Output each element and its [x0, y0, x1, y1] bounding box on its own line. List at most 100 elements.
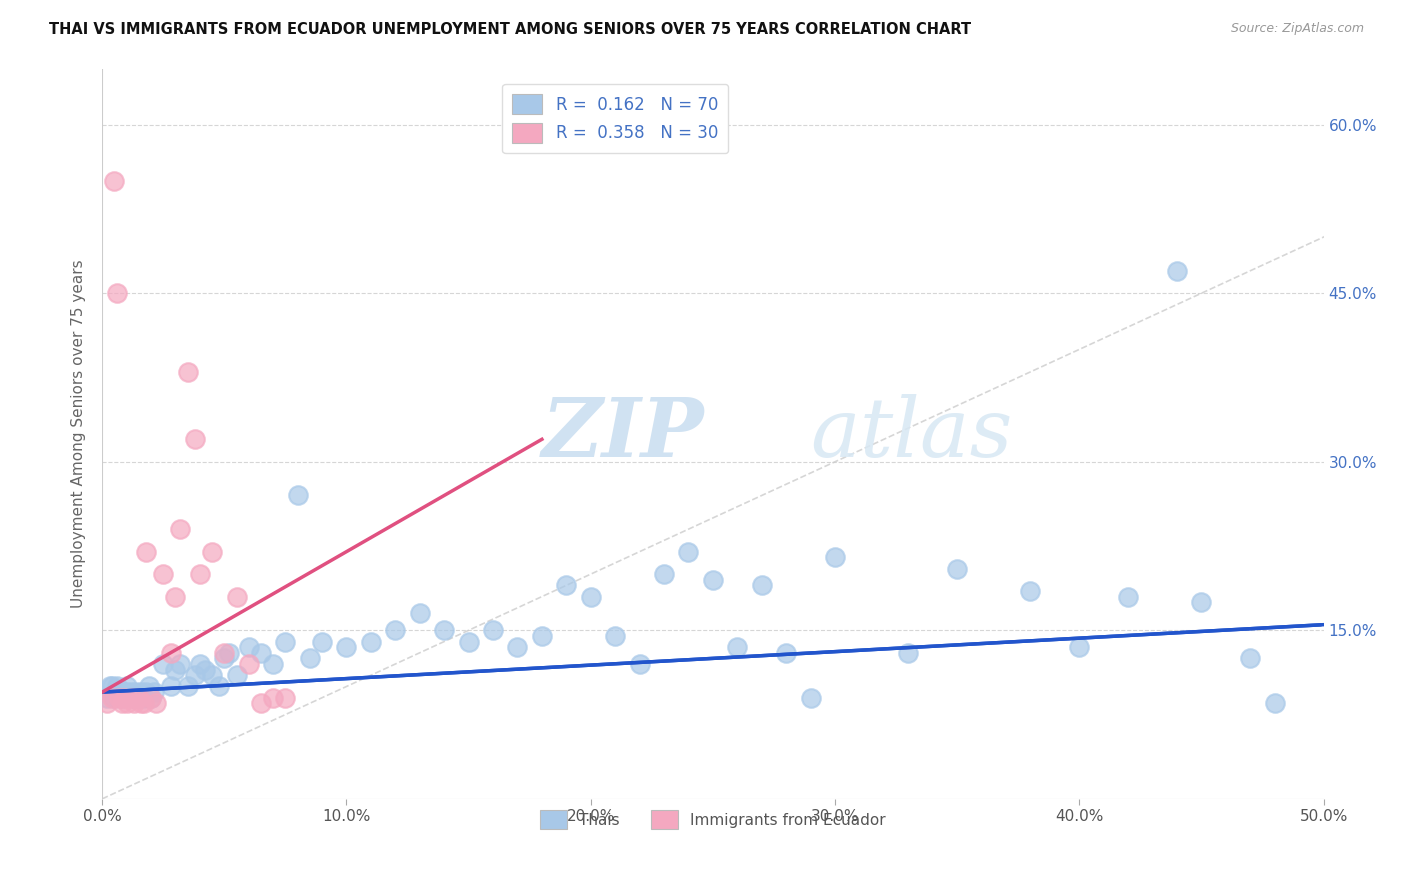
- Point: [138, 680, 160, 694]
- Point: [238, 657, 260, 671]
- Point: [111, 690, 134, 705]
- Point: [1069, 640, 1091, 655]
- Point: [101, 690, 124, 705]
- Point: [132, 696, 155, 710]
- Point: [751, 578, 773, 592]
- Point: [482, 624, 505, 638]
- Point: [628, 657, 651, 671]
- Point: [112, 690, 135, 705]
- Point: [128, 690, 150, 705]
- Y-axis label: Unemployment Among Seniors over 75 years: Unemployment Among Seniors over 75 years: [72, 260, 86, 608]
- Point: [96, 690, 118, 705]
- Point: [1166, 264, 1188, 278]
- Point: [184, 432, 207, 446]
- Point: [152, 567, 174, 582]
- Point: [1264, 696, 1286, 710]
- Text: atlas: atlas: [811, 393, 1012, 474]
- Point: [152, 657, 174, 671]
- Point: [775, 646, 797, 660]
- Point: [250, 646, 273, 660]
- Point: [725, 640, 748, 655]
- Point: [678, 544, 700, 558]
- Point: [201, 544, 224, 558]
- Point: [335, 640, 357, 655]
- Point: [169, 657, 191, 671]
- Point: [274, 690, 297, 705]
- Point: [139, 690, 162, 705]
- Point: [139, 690, 162, 705]
- Point: [105, 680, 128, 694]
- Point: [218, 646, 240, 660]
- Point: [184, 668, 207, 682]
- Point: [122, 690, 145, 705]
- Point: [142, 685, 165, 699]
- Point: [112, 685, 135, 699]
- Point: [125, 685, 148, 699]
- Point: [897, 646, 920, 660]
- Point: [121, 685, 143, 699]
- Point: [409, 607, 432, 621]
- Point: [457, 634, 479, 648]
- Point: [165, 663, 187, 677]
- Point: [530, 629, 553, 643]
- Point: [1239, 651, 1261, 665]
- Text: THAI VS IMMIGRANTS FROM ECUADOR UNEMPLOYMENT AMONG SENIORS OVER 75 YEARS CORRELA: THAI VS IMMIGRANTS FROM ECUADOR UNEMPLOY…: [49, 22, 972, 37]
- Text: Source: ZipAtlas.com: Source: ZipAtlas.com: [1230, 22, 1364, 36]
- Point: [214, 646, 236, 660]
- Point: [652, 567, 675, 582]
- Point: [384, 624, 406, 638]
- Point: [122, 696, 145, 710]
- Point: [115, 680, 138, 694]
- Point: [159, 680, 181, 694]
- Point: [250, 696, 273, 710]
- Point: [188, 567, 211, 582]
- Point: [824, 550, 846, 565]
- Point: [108, 685, 131, 699]
- Point: [274, 634, 297, 648]
- Point: [194, 663, 217, 677]
- Point: [135, 685, 157, 699]
- Point: [605, 629, 627, 643]
- Point: [262, 657, 284, 671]
- Point: [214, 651, 236, 665]
- Point: [1019, 584, 1042, 599]
- Point: [555, 578, 578, 592]
- Point: [115, 696, 138, 710]
- Point: [96, 696, 118, 710]
- Point: [360, 634, 382, 648]
- Point: [208, 680, 231, 694]
- Point: [238, 640, 260, 655]
- Point: [129, 685, 152, 699]
- Point: [262, 690, 284, 705]
- Point: [135, 544, 157, 558]
- Point: [128, 690, 150, 705]
- Legend: Thais, Immigrants from Ecuador: Thais, Immigrants from Ecuador: [534, 805, 893, 835]
- Point: [298, 651, 321, 665]
- Point: [115, 685, 138, 699]
- Point: [433, 624, 456, 638]
- Point: [1191, 595, 1213, 609]
- Point: [121, 690, 143, 705]
- Point: [98, 680, 121, 694]
- Point: [311, 634, 333, 648]
- Point: [188, 657, 211, 671]
- Point: [702, 573, 724, 587]
- Text: ZIP: ZIP: [541, 393, 704, 474]
- Point: [177, 365, 200, 379]
- Point: [225, 590, 247, 604]
- Point: [287, 488, 309, 502]
- Point: [103, 174, 125, 188]
- Point: [225, 668, 247, 682]
- Point: [177, 680, 200, 694]
- Point: [145, 696, 167, 710]
- Point: [201, 668, 224, 682]
- Point: [946, 561, 969, 575]
- Point: [111, 696, 134, 710]
- Point: [169, 522, 191, 536]
- Point: [579, 590, 602, 604]
- Point: [101, 680, 124, 694]
- Point: [506, 640, 529, 655]
- Point: [129, 696, 152, 710]
- Point: [108, 690, 131, 705]
- Point: [105, 286, 128, 301]
